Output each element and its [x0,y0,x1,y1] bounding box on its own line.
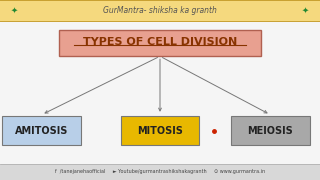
Text: MITOSIS: MITOSIS [137,125,183,136]
Text: ✦: ✦ [302,6,309,15]
FancyBboxPatch shape [3,116,81,145]
Text: TYPES OF CELL DIVISION: TYPES OF CELL DIVISION [83,37,237,47]
Text: ✦: ✦ [11,6,18,15]
Text: GurMantra- shiksha ka granth: GurMantra- shiksha ka granth [103,6,217,15]
FancyBboxPatch shape [59,30,261,56]
Text: MEIOSIS: MEIOSIS [248,125,293,136]
FancyBboxPatch shape [121,116,199,145]
FancyBboxPatch shape [231,116,310,145]
Bar [0,0,320,21]
Text: f  /tanejanehaofficial     ► Youtube/gurmantrashikshakagranth     ⊙ www.gurmantr: f /tanejanehaofficial ► Youtube/gurmantr… [55,169,265,174]
Text: AMITOSIS: AMITOSIS [15,125,68,136]
Bar [0,164,320,180]
